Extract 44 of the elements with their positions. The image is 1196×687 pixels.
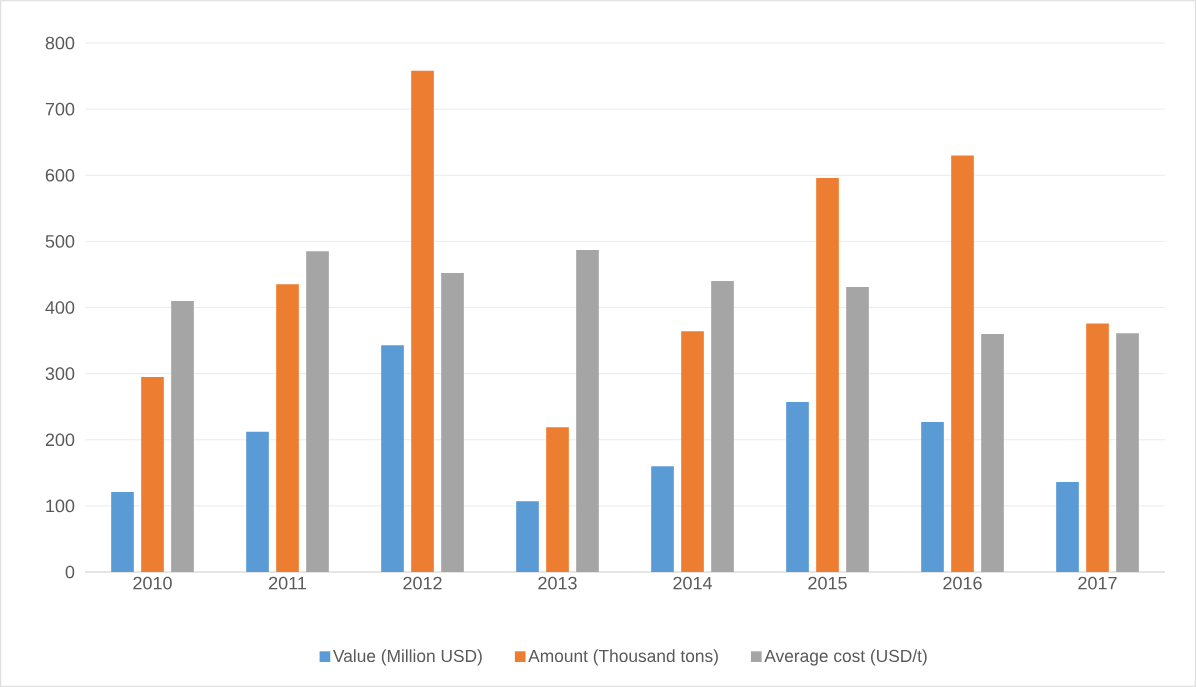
bar (651, 466, 674, 572)
bar (246, 431, 269, 572)
bar (516, 501, 539, 572)
bar (816, 177, 839, 572)
bar (981, 333, 1004, 572)
bar (111, 491, 134, 572)
bar (576, 249, 599, 572)
legend-label: Value (Million USD) (333, 649, 482, 666)
bar (306, 251, 329, 572)
bar (546, 427, 569, 572)
bar (141, 376, 164, 572)
bar (1116, 333, 1139, 572)
y-tick-label: 400 (45, 301, 75, 314)
y-tick-label: 0 (65, 565, 75, 579)
bar (951, 155, 974, 572)
x-tick-label: 2017 (1078, 576, 1117, 590)
bar (711, 281, 734, 572)
bar (786, 402, 809, 572)
bar (1086, 323, 1109, 572)
x-tick-label: 2015 (808, 576, 847, 590)
bar (441, 273, 464, 572)
x-tick-label: 2014 (673, 576, 712, 590)
x-tick-label: 2012 (403, 576, 442, 590)
x-tick-label: 2010 (133, 576, 172, 590)
y-tick-label: 200 (45, 433, 75, 447)
bar (681, 331, 704, 572)
bar (846, 287, 869, 572)
legend-label: Average cost (USD/t) (764, 649, 927, 666)
legend-label: Amount (Thousand tons) (528, 649, 718, 666)
y-tick-label: 800 (45, 36, 75, 50)
x-tick-label: 2011 (269, 576, 306, 590)
bar (921, 421, 944, 572)
x-tick-label: 2016 (943, 576, 982, 590)
y-tick-label: 300 (45, 367, 75, 380)
bar (381, 345, 404, 572)
y-tick-label: 100 (46, 499, 75, 513)
bar (276, 284, 299, 572)
x-tick-label: 2013 (538, 576, 577, 590)
bar (171, 300, 194, 572)
bar (411, 70, 434, 572)
y-tick-label: 500 (45, 235, 75, 248)
bar (1056, 482, 1079, 572)
y-tick-label: 600 (45, 168, 75, 182)
y-tick-label: 700 (45, 102, 75, 116)
